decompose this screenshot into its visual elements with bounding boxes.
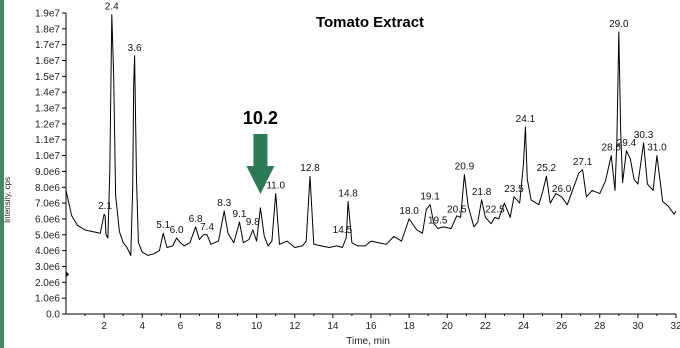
y-tick-label: 3.0e6 [35,262,60,273]
peak-label: 20.9 [455,162,475,173]
x-tick-label: 16 [365,321,377,332]
y-tick-label: 5.0e6 [35,230,60,241]
y-tick-label: 1.3e7 [35,104,60,115]
x-tick-label: 8 [216,321,222,332]
y-tick-label: 1.8e7 [35,24,60,35]
peak-label: 8.3 [217,198,231,209]
axes-layer: 0.0 1.0e6 2.0e6 3.0e6 4.0e6 5.0e6 6.0e6 7.0e6 8.… [35,9,680,333]
left-accent-bar [0,0,4,348]
callout-layer: 10.2 [243,108,278,194]
peak-label: 29.4 [617,138,637,149]
y-tick-label: 4.0e6 [35,246,60,257]
peak-label: 28.6 [601,143,621,154]
peak-label: 9.1 [233,209,247,220]
x-tick-label: 18 [404,321,416,332]
x-tick-label: 4 [139,321,145,332]
series-layer [65,14,677,256]
callout-label: 10.2 [243,108,278,128]
y-tick-label: 1.1e7 [35,135,60,146]
x-tick-label: 20 [442,321,454,332]
x-tick-label: 26 [556,321,568,332]
peak-label: 14.8 [338,189,358,200]
peak-label: 5.1 [156,220,170,231]
x-tick-label: 14 [327,321,339,332]
peak-label: 18.0 [399,206,419,217]
y-axis-label: Intensity, cps [3,177,12,223]
y-tick-label: 2.0e6 [35,278,60,289]
x-tick-label: 30 [632,321,644,332]
peak-label: 3.6 [128,43,142,54]
peak-label: 31.0 [647,143,667,154]
peak-label: 30.3 [634,130,654,141]
y-tick-label: 0.0 [46,310,60,321]
peak-label: 2.1 [98,201,112,212]
peak-label: 23.5 [504,184,524,195]
peak-label: 9.8 [246,217,260,228]
y-tick-label: 1.4e7 [35,88,60,99]
chromatogram-trace [65,14,677,256]
peak-label: 6.0 [170,225,184,236]
y-tick-label: 7.0e6 [35,199,60,210]
x-tick-label: 12 [289,321,301,332]
x-tick-label: 22 [480,321,492,332]
x-tick-label: 10 [251,321,263,332]
peak-label: 22.5 [485,204,505,215]
y-tick-label: 1.6e7 [35,56,60,67]
peak-label-layer: 2.1 2.4 3.6 5.1 6.0 6.87.4 8.39.19.8 11.0 12.8 14… [98,2,667,236]
peak-label: 14.5 [333,225,353,236]
x-axis-label: Time, min [346,336,390,347]
peak-label: 24.1 [516,114,536,125]
y-tick-label: 8.0e6 [35,183,60,194]
x-tick-label: 24 [518,321,530,332]
x-tick-label: 32 [670,321,680,332]
y-tick-label: 9.0e6 [35,167,60,178]
y-tick-label: 1.0e6 [35,294,60,305]
peak-label: 7.4 [200,222,214,233]
x-tick-label: 6 [178,321,184,332]
peak-label: 26.0 [552,184,572,195]
peak-label: 25.2 [537,163,557,174]
peak-label: 29.0 [609,19,629,30]
callout-arrow [246,134,275,194]
peak-label: 19.5 [428,215,448,226]
x-tick-label: 2 [101,321,107,332]
peak-label: 27.1 [573,157,593,168]
y-tick-label: 1.9e7 [35,9,60,20]
peak-label: 19.1 [420,192,440,203]
y-tick-label: 6.0e6 [35,214,60,225]
y-axis-marker [66,271,69,278]
chart-title: Tomato Extract [316,14,424,31]
y-tick-label: 1.7e7 [35,40,60,51]
y-tick-label: 1.2e7 [35,119,60,130]
y-tick-label: 1.0e7 [35,151,60,162]
peak-label: 2.4 [105,2,119,13]
peak-label: 6.8 [189,214,203,225]
peak-label: 21.8 [472,187,492,198]
x-tick-label: 28 [594,321,606,332]
peak-label: 12.8 [300,163,320,174]
y-tick-label: 1.5e7 [35,72,60,83]
peak-label: 11.0 [266,181,285,192]
peak-label: 20.5 [447,204,467,215]
